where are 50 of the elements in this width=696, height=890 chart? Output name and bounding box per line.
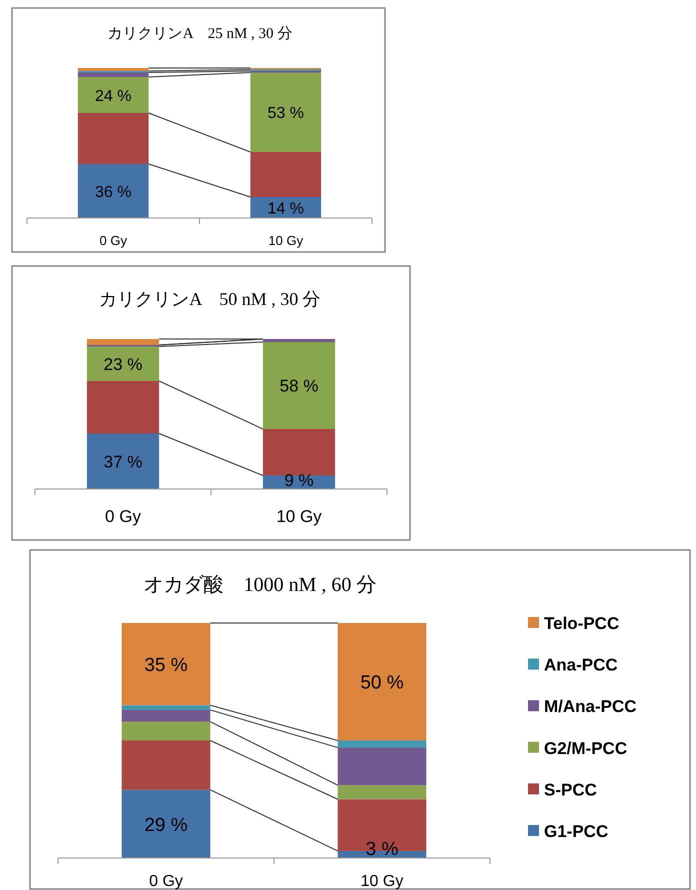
bar <box>78 77 149 113</box>
chart-title: オカダ酸 1000 nM , 60 分 <box>144 574 376 596</box>
legend-label: Ana-PCC <box>544 656 618 675</box>
data-label: 9 % <box>284 471 314 490</box>
bar <box>122 722 210 740</box>
data-label: 35 % <box>144 654 188 676</box>
data-label: 37 % <box>104 452 142 472</box>
bar <box>122 740 210 790</box>
x-tick-label: 0 Gy <box>105 507 142 526</box>
x-tick-label: 0 Gy <box>100 233 128 248</box>
legend-label: G1-PCC <box>544 822 608 841</box>
bar <box>338 748 426 786</box>
chart-title: カリクリンA 50 nM , 30 分 <box>99 289 321 309</box>
chart-title: カリクリンA 25 nM , 30 分 <box>108 25 292 42</box>
bar <box>338 740 426 748</box>
bar <box>122 790 210 858</box>
legend-label: S-PCC <box>544 780 597 800</box>
data-label: 58 % <box>280 376 318 396</box>
x-tick-label: 10 Gy <box>268 233 304 248</box>
bar <box>86 339 160 345</box>
data-label: 50 % <box>360 672 404 694</box>
bar <box>78 72 149 77</box>
bar <box>78 164 149 218</box>
x-tick-label: 10 Gy <box>276 507 322 526</box>
legend-label: Telo-PCC <box>544 614 620 633</box>
x-tick-label: 0 Gy <box>149 873 183 890</box>
bar <box>338 623 426 740</box>
bar <box>262 342 336 429</box>
bar <box>78 68 149 71</box>
bar <box>122 710 210 722</box>
bar <box>78 113 149 164</box>
bar <box>250 152 322 197</box>
data-label: 53 % <box>268 105 304 122</box>
bar <box>86 434 160 489</box>
bar <box>338 785 426 800</box>
bar <box>250 72 322 152</box>
data-label: 29 % <box>144 814 188 836</box>
bar <box>86 381 160 434</box>
x-tick-label: 10 Gy <box>360 873 404 890</box>
data-label: 23 % <box>104 354 142 374</box>
bar <box>86 346 160 381</box>
bar <box>262 339 336 342</box>
bar <box>122 623 210 706</box>
bar <box>122 705 210 710</box>
legend-label: M/Ana-PCC <box>544 697 637 716</box>
data-label: 24 % <box>95 88 132 105</box>
data-label: 36 % <box>95 184 132 201</box>
data-label: 14 % <box>268 200 304 218</box>
bar <box>262 429 336 476</box>
legend-label: G2/M-PCC <box>544 738 628 758</box>
